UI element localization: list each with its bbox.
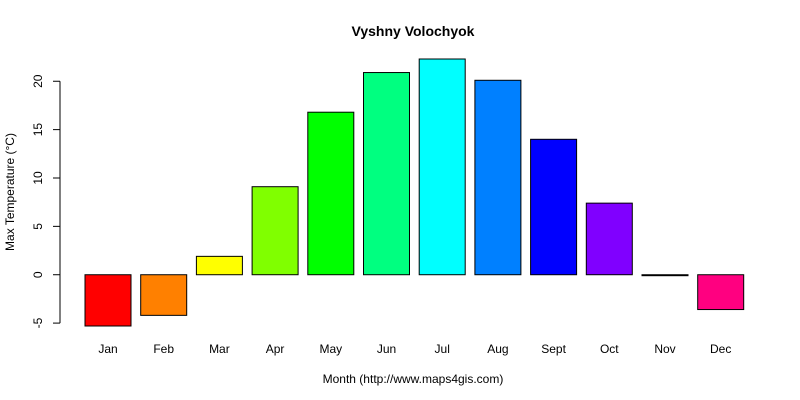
bar-jun <box>363 72 410 276</box>
y-tick-label: 0 <box>31 271 45 278</box>
y-tick-label: 10 <box>31 171 45 185</box>
x-tick-label: Jan <box>98 342 117 356</box>
bar-mar <box>195 255 243 276</box>
x-tick-label: Aug <box>487 342 508 356</box>
bar-aug <box>474 79 522 276</box>
x-tick-label: May <box>319 342 342 356</box>
y-tick-label: 15 <box>31 123 45 137</box>
bar-oct <box>585 202 633 276</box>
x-tick-label: Jun <box>377 342 396 356</box>
x-tick-label: Nov <box>654 342 675 356</box>
bar-dec <box>697 274 745 311</box>
bar-apr <box>251 186 299 276</box>
x-tick-label: Feb <box>153 342 174 356</box>
x-tick-label: Mar <box>209 342 230 356</box>
x-axis-title: Month (http://www.maps4gis.com) <box>323 372 504 386</box>
bar-may <box>307 111 355 276</box>
x-tick-label: Apr <box>266 342 285 356</box>
bar-jul <box>418 58 466 276</box>
chart-title: Vyshny Volochyok <box>352 23 475 39</box>
y-tick-label: 5 <box>31 223 45 230</box>
bar-nov <box>641 274 689 277</box>
y-axis-title: Max Temperature (°C) <box>3 133 17 251</box>
bars-group <box>84 58 745 327</box>
y-tick-label: -5 <box>31 317 45 328</box>
bar-jan <box>84 274 132 327</box>
x-tick-label: Dec <box>710 342 731 356</box>
x-axis-labels: Jan Feb Mar Apr May Jun Jul Aug Sept Oct Nov Dec <box>98 342 731 356</box>
y-tick-label: 20 <box>31 74 45 88</box>
bar-feb <box>140 274 188 316</box>
bar-sept <box>530 138 578 276</box>
y-axis: -5 0 5 10 15 20 <box>31 74 61 328</box>
x-tick-label: Oct <box>600 342 619 356</box>
x-tick-label: Sept <box>541 342 566 356</box>
x-tick-label: Jul <box>435 342 450 356</box>
